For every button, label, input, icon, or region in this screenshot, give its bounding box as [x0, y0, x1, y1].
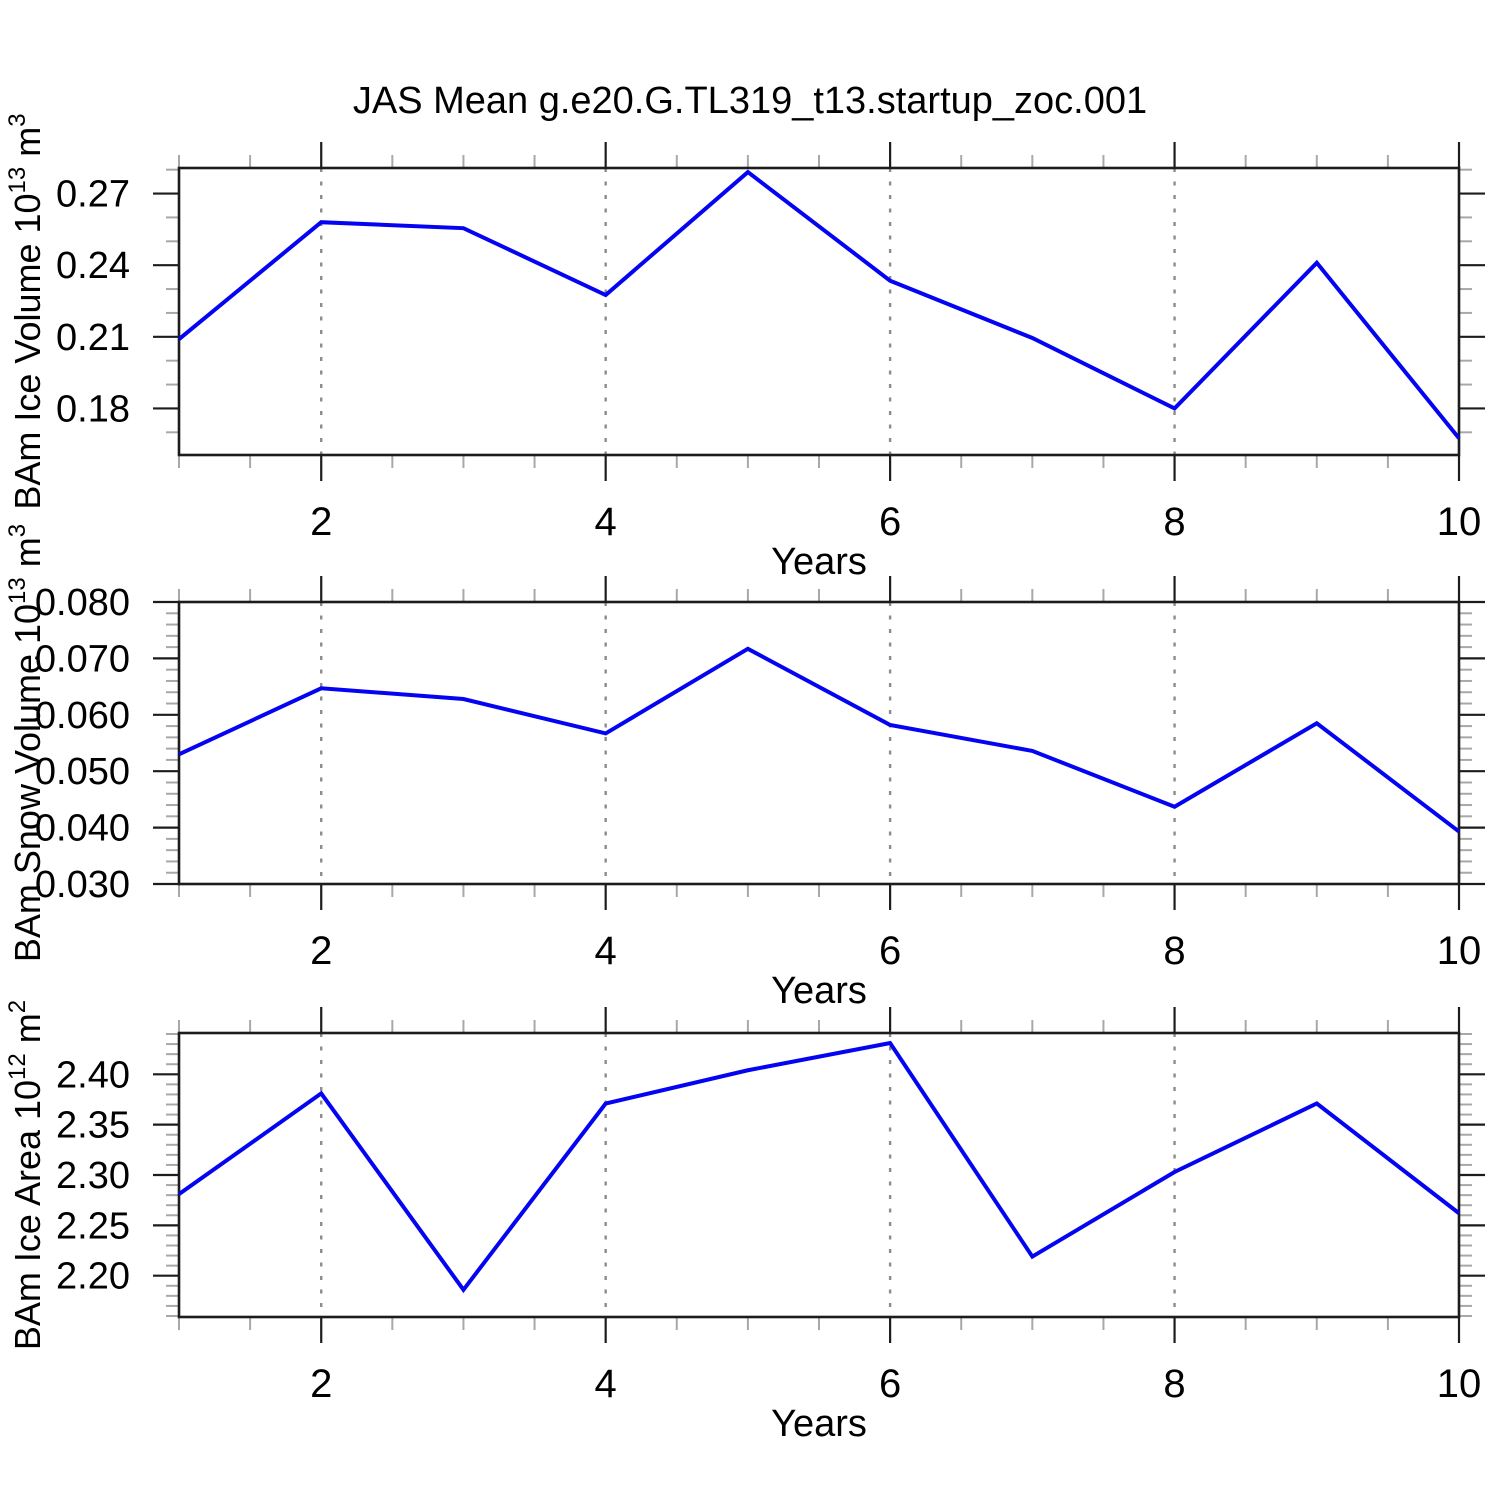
- y-axis-title-text: m: [7, 127, 48, 167]
- y-tick-label: 2.40: [56, 1054, 130, 1096]
- x-tick-labels: 2 4 6 8 10: [310, 1362, 1481, 1406]
- data-line: [177, 169, 1461, 440]
- x-axis-title: Years: [771, 970, 867, 1012]
- y-axis-title: BAm Ice Area 1012 m2: [4, 1000, 48, 1350]
- gridlines-group: [320, 168, 1176, 455]
- x-tick-label: 10: [1437, 929, 1482, 973]
- figure-title: JAS Mean g.e20.G.TL319_t13.startup_zoc.0…: [352, 80, 1148, 122]
- y-axis-title-text: BAm Ice Volume 10: [7, 193, 48, 509]
- y-axis-title-superscript: 12: [4, 1053, 31, 1080]
- x-tick-label: 6: [879, 929, 901, 973]
- y-tick-labels: 2.20 2.25 2.30 2.35 2.40: [56, 1054, 130, 1297]
- y-tick-label: 2.25: [56, 1205, 130, 1247]
- y-axis-title-superscript: 3: [4, 524, 31, 537]
- x-axis-title: Years: [771, 541, 867, 583]
- y-tick-labels: 0.18 0.21 0.24 0.27: [56, 174, 130, 431]
- y-axis-title-text: m: [7, 1013, 48, 1053]
- y-axis-title-text: BAm Ice Area 10: [7, 1080, 48, 1350]
- x-tick-label: 2: [310, 929, 332, 973]
- gridlines-group: [320, 1033, 1176, 1317]
- ticks-group: [153, 576, 1485, 910]
- y-axis-title-superscript: 13: [4, 167, 31, 194]
- y-tick-label: 0.050: [35, 751, 130, 793]
- y-tick-label: 0.24: [56, 245, 130, 287]
- y-axis-title-superscript: 3: [4, 113, 31, 126]
- x-tick-label: 10: [1437, 1362, 1482, 1406]
- x-tick-label: 8: [1163, 929, 1185, 973]
- y-tick-label: 2.20: [56, 1256, 130, 1298]
- x-tick-label: 4: [595, 929, 617, 973]
- x-tick-labels: 2 4 6 8 10: [310, 500, 1481, 544]
- ticks-group: [153, 142, 1485, 481]
- y-tick-label: 0.27: [56, 174, 130, 216]
- y-axis-title: BAm Snow Volume 1013 m3: [4, 524, 48, 962]
- chart-snow-volume: 2 4 6 8 10 0.030 0.040 0.050 0.060 0.070 0.080 Year…: [4, 524, 1485, 1012]
- x-tick-label: 2: [310, 500, 332, 544]
- x-axis-title: Years: [771, 1403, 867, 1445]
- x-tick-label: 8: [1163, 1362, 1185, 1406]
- chart-ice-area: 2 4 6 8 10 2.20 2.25 2.30 2.35 2.40 Years BAm Ice A…: [4, 1000, 1485, 1445]
- ticks-group: [153, 1007, 1485, 1343]
- y-tick-label: 2.35: [56, 1105, 130, 1147]
- gridlines-group: [320, 602, 1176, 884]
- plot-frame: [177, 1031, 1461, 1319]
- x-tick-label: 10: [1437, 500, 1482, 544]
- y-tick-label: 0.070: [35, 638, 130, 680]
- y-tick-label: 0.080: [35, 582, 130, 624]
- data-line: [178, 646, 1461, 834]
- x-tick-label: 8: [1163, 500, 1185, 544]
- plot-frame: [177, 600, 1461, 886]
- y-tick-label: 0.060: [35, 695, 130, 737]
- y-axis-title: BAm Ice Volume 1013 m3: [4, 113, 48, 509]
- x-tick-labels: 2 4 6 8 10: [310, 929, 1481, 973]
- y-axis-title-superscript: 13: [4, 577, 31, 604]
- y-tick-label: 0.21: [56, 317, 130, 359]
- y-tick-label: 0.040: [35, 808, 130, 850]
- y-tick-label: 2.30: [56, 1155, 130, 1197]
- x-tick-label: 4: [595, 500, 617, 544]
- x-tick-label: 6: [879, 1362, 901, 1406]
- y-axis-title-text: m: [7, 537, 48, 577]
- y-tick-label: 0.030: [35, 864, 130, 906]
- plot-frame: [177, 166, 1461, 457]
- y-tick-labels: 0.030 0.040 0.050 0.060 0.070 0.080: [35, 582, 130, 906]
- x-tick-label: 4: [595, 1362, 617, 1406]
- chart-ice-volume: 2 4 6 8 10 0.18 0.21 0.24 0.27 Years BAm Ice Volum…: [4, 113, 1485, 583]
- y-axis-title-superscript: 2: [4, 1000, 31, 1013]
- x-tick-label: 6: [879, 500, 901, 544]
- data-line: [177, 1040, 1461, 1294]
- y-axis-title-text: BAm Snow Volume 10: [7, 604, 48, 962]
- x-tick-label: 2: [310, 1362, 332, 1406]
- y-tick-label: 0.18: [56, 388, 130, 430]
